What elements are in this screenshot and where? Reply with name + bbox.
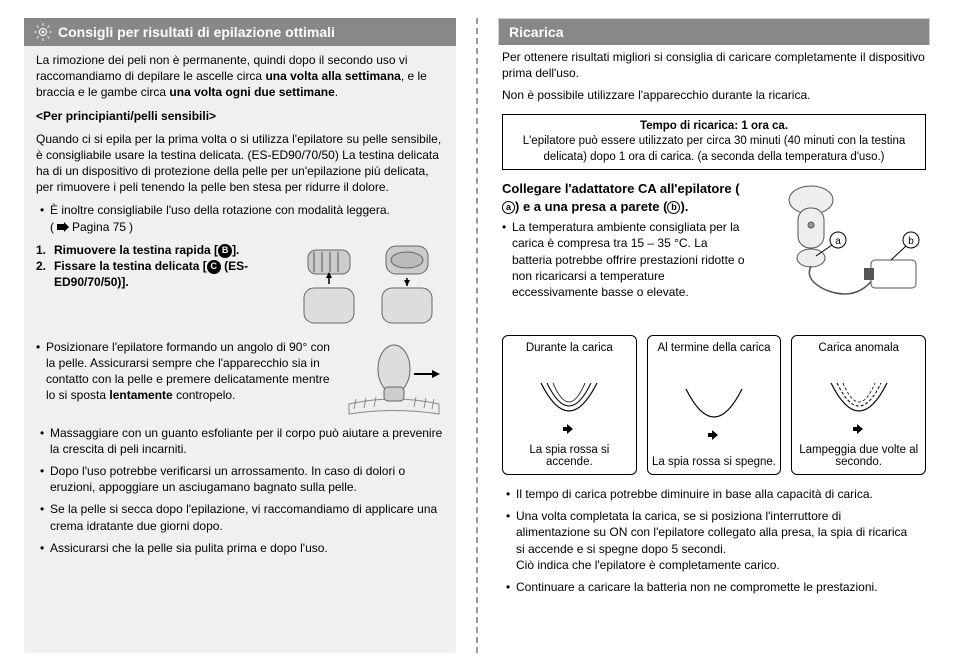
- foot-bullet-3: • Continuare a caricare la batteria non …: [498, 576, 930, 598]
- bullet-clean-text: Assicurarsi che la pelle sia pulita prim…: [50, 540, 328, 556]
- charge-time-body: L'epilatore può essere utilizzato per ci…: [511, 134, 917, 165]
- adapter-h-pre: Collegare l'adattatore CA all'epilatore …: [502, 181, 740, 196]
- swirl-icon: [34, 23, 52, 41]
- bullet-rotation: • È inoltre consigliabile l'uso della ro…: [24, 199, 456, 237]
- bullet-rot-text: È inoltre consigliabile l'uso della rota…: [50, 203, 390, 217]
- bullet-dot-icon: •: [36, 339, 46, 404]
- adapter-text: Collegare l'adattatore CA all'epilatore …: [502, 180, 746, 323]
- bullet-massage: • Massaggiare con un guanto esfoliante p…: [24, 422, 456, 460]
- step2-pre: Fissare la testina delicata [: [54, 259, 207, 273]
- bullet-dot-icon: •: [40, 463, 50, 495]
- bullet-rotation-text: È inoltre consigliabile l'uso della rota…: [50, 202, 390, 234]
- left-column: Consigli per risultati di epilazione ott…: [24, 18, 456, 653]
- left-intro: La rimozione dei peli non è permanente, …: [24, 46, 456, 105]
- bullet-dot-icon: •: [40, 501, 50, 533]
- step-2-num: 2.: [36, 258, 50, 290]
- intro-b1: una volta alla settimana: [265, 69, 400, 83]
- status2-title: Al termine della carica: [652, 342, 777, 370]
- glow-off-icon: [674, 385, 754, 441]
- glow-blink-icon: [819, 379, 899, 435]
- bullet-dot-icon: •: [40, 202, 50, 234]
- right-intro1: Per ottenere risultati migliori si consi…: [498, 49, 930, 87]
- foot1-text: Il tempo di carica potrebbe diminuire in…: [516, 486, 873, 502]
- bullet-redness-text: Dopo l'uso potrebbe verificarsi un arros…: [50, 463, 444, 495]
- charge-time-box: Tempo di ricarica: 1 ora ca. L'epilatore…: [502, 114, 926, 171]
- label-a-text: a: [835, 236, 841, 247]
- bullet-redness: • Dopo l'uso potrebbe verificarsi un arr…: [24, 460, 456, 498]
- step-1-text: Rimuovere la testina rapida [B].: [54, 242, 239, 258]
- status-row: Durante la carica La spia rossa si accen…: [498, 331, 930, 483]
- page-ref: ( Pagina 75): [50, 219, 133, 235]
- angle-illustration: [344, 339, 444, 422]
- column-divider: [476, 18, 478, 653]
- circled-c-icon: C: [207, 260, 221, 274]
- adapter-h-post: ).: [680, 199, 688, 214]
- steps-row: 1. Rimuovere la testina rapida [B]. 2. F…: [24, 238, 456, 333]
- bullet-dot-icon: •: [40, 540, 50, 556]
- step-2: 2. Fissare la testina delicata [C (ES-ED…: [36, 258, 274, 290]
- status-done: Al termine della carica La spia rossa si…: [647, 335, 782, 475]
- status-charging: Durante la carica La spia rossa si accen…: [502, 335, 637, 475]
- adapter-heading: Collegare l'adattatore CA all'epilatore …: [502, 180, 746, 215]
- left-para2: Quando ci si epila per la prima volta o …: [24, 125, 456, 200]
- left-header: Consigli per risultati di epilazione ott…: [24, 18, 456, 46]
- foot3-text: Continuare a caricare la batteria non ne…: [516, 579, 878, 595]
- page-ref-text: Pagina 75: [72, 219, 126, 235]
- step-1-num: 1.: [36, 242, 50, 258]
- step-2-text: Fissare la testina delicata [C (ES-ED90/…: [54, 258, 274, 290]
- status2-body: La spia rossa si spegne.: [652, 456, 777, 468]
- bullet-dot-icon: •: [506, 508, 516, 573]
- bullet-dot-icon: •: [506, 579, 516, 595]
- status1-title: Durante la carica: [507, 342, 632, 370]
- angle-row: • Posizionare l'epilatore formando un an…: [24, 339, 456, 422]
- step1-post: ].: [232, 243, 239, 257]
- charge-time-title: Tempo di ricarica: 1 ora ca.: [511, 119, 917, 135]
- page-ref-icon: [57, 222, 69, 232]
- circled-a-icon: a: [502, 201, 515, 214]
- foot-bullet-2: • Una volta completata la carica, se si …: [498, 505, 930, 576]
- foot-bullet-1: • Il tempo di carica potrebbe diminuire …: [498, 483, 930, 505]
- status-abnormal: Carica anomala Lampeggia due volte al se…: [791, 335, 926, 475]
- adapter-bullet-text: La temperatura ambiente consigliata per …: [512, 219, 746, 300]
- angle-bold: lentamente: [109, 388, 172, 402]
- left-header-text: Consigli per risultati di epilazione ott…: [58, 24, 335, 40]
- foot2-text: Una volta completata la carica, se si po…: [516, 509, 907, 555]
- right-intro2: Non è possibile utilizzare l'apparecchio…: [498, 87, 930, 109]
- status3-title: Carica anomala: [796, 342, 921, 370]
- angle-post: contropelo.: [173, 388, 236, 402]
- bullet-dot-icon: •: [40, 425, 50, 457]
- step-1: 1. Rimuovere la testina rapida [B].: [36, 242, 274, 258]
- head-swap-illustration: [294, 238, 444, 333]
- bullet-dot-icon: •: [502, 219, 512, 300]
- bullet-cream: • Se la pelle si secca dopo l'epilazione…: [24, 498, 456, 536]
- bullet-dot-icon: •: [506, 486, 516, 502]
- intro-post: .: [335, 85, 338, 99]
- label-b-text: b: [908, 236, 914, 247]
- circled-b-icon: b: [667, 201, 680, 214]
- step1-pre: Rimuovere la testina rapida [: [54, 243, 218, 257]
- adapter-block: Collegare l'adattatore CA all'epilatore …: [498, 180, 930, 331]
- glow-on-icon: [529, 379, 609, 435]
- bullet-cream-text: Se la pelle si secca dopo l'epilazione, …: [50, 501, 444, 533]
- adapter-illustration: a b: [756, 180, 926, 323]
- status3-body: Lampeggia due volte al secondo.: [796, 444, 921, 468]
- left-subhead: <Per principianti/pelli sensibili>: [24, 105, 456, 125]
- adapter-h-mid: ) e a una presa a parete (: [515, 199, 667, 214]
- bullet-clean: • Assicurarsi che la pelle sia pulita pr…: [24, 537, 456, 559]
- right-column: Ricarica Per ottenere risultati migliori…: [498, 18, 930, 653]
- angle-text: Posizionare l'epilatore formando un ango…: [46, 339, 336, 404]
- right-header: Ricarica: [498, 18, 930, 45]
- foot2b-text: Ciò indica che l'epilatore è completamen…: [516, 558, 780, 572]
- circled-b-icon: B: [218, 244, 232, 258]
- status1-body: La spia rossa si accende.: [507, 444, 632, 468]
- right-header-text: Ricarica: [509, 24, 563, 40]
- intro-b2: una volta ogni due settimane: [169, 85, 334, 99]
- bullet-massage-text: Massaggiare con un guanto esfoliante per…: [50, 425, 444, 457]
- foot2-wrap: Una volta completata la carica, se si po…: [516, 508, 918, 573]
